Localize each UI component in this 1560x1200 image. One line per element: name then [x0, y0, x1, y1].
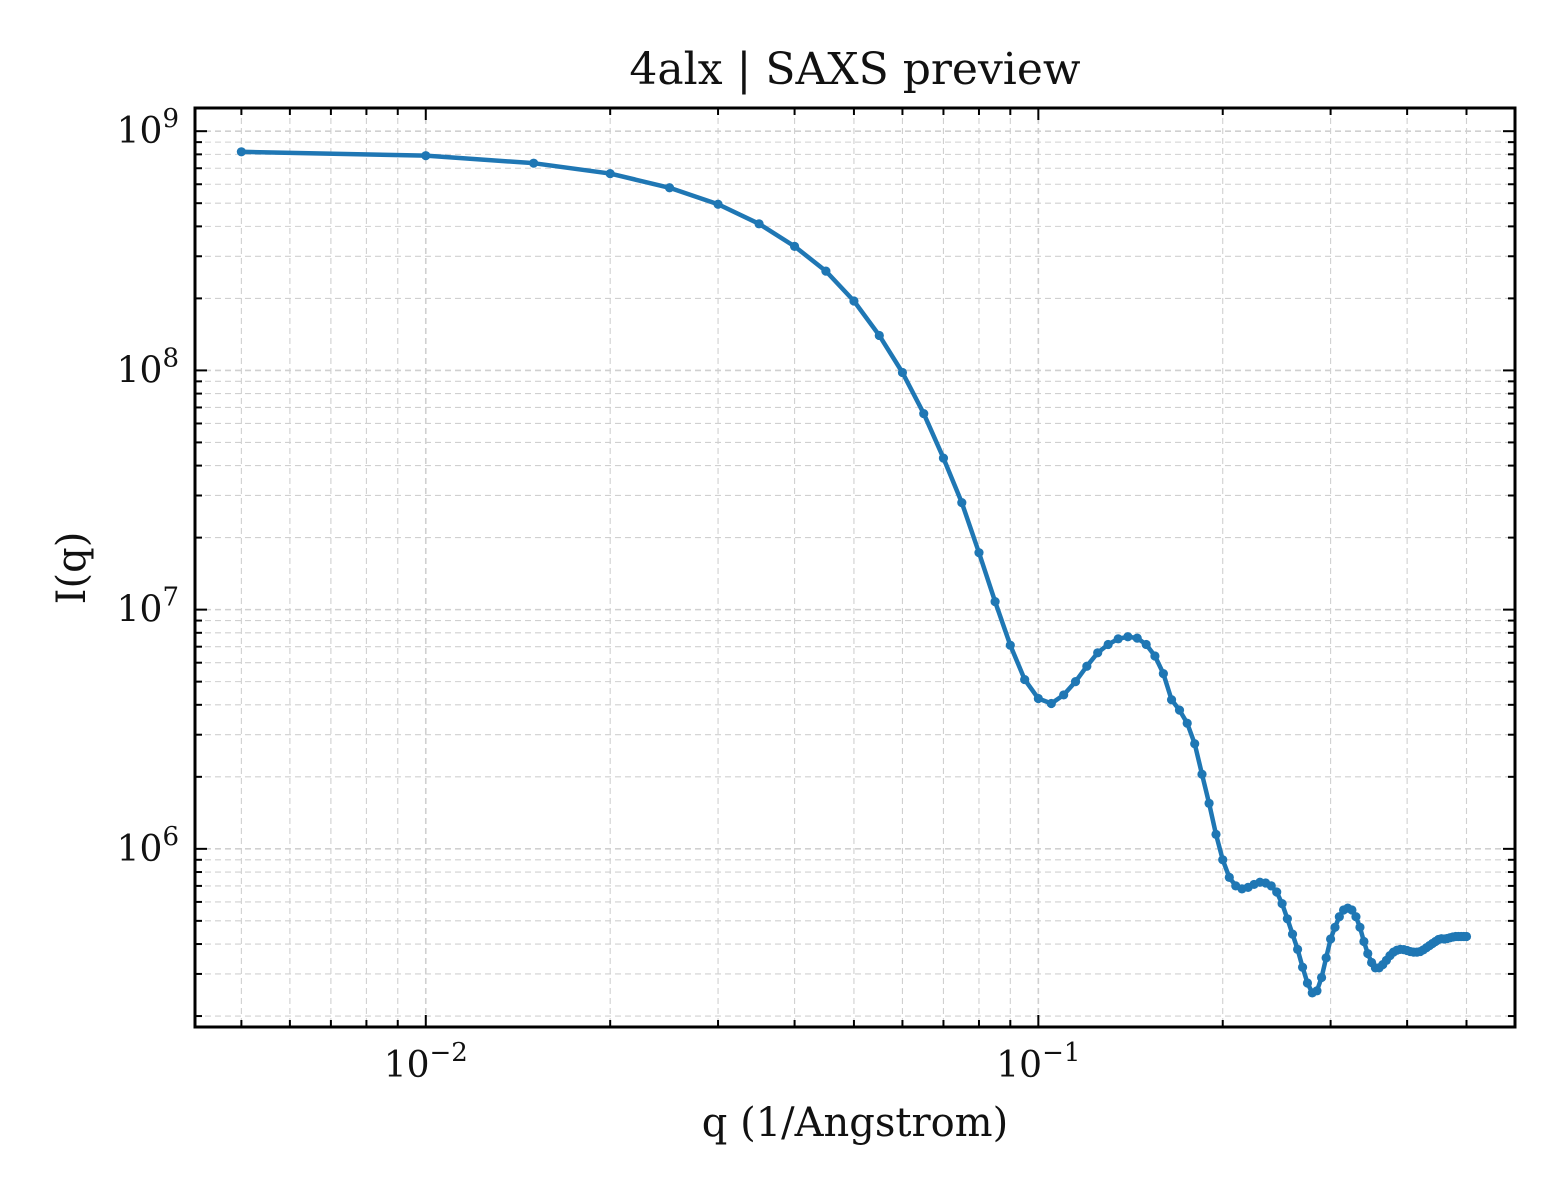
data-point [1326, 934, 1336, 944]
y-tick-label-exponent: 6 [162, 822, 179, 852]
y-tick-label-base: 10 [117, 590, 163, 631]
data-point [821, 266, 831, 276]
data-point [1224, 872, 1234, 882]
data-point [1093, 648, 1103, 658]
data-point [897, 367, 908, 378]
data-point [1070, 677, 1081, 687]
data-point [1355, 922, 1365, 932]
data-point [1277, 899, 1287, 909]
data-point [421, 151, 431, 161]
y-tick-label-exponent: 9 [162, 104, 179, 134]
data-point [1359, 936, 1369, 947]
y-tick-label-base: 10 [117, 829, 163, 870]
axis-ticks [195, 108, 1515, 1027]
data-point [1141, 639, 1151, 650]
y-tick-label-base: 10 [117, 350, 163, 391]
data-point [1204, 798, 1214, 808]
data-point [1461, 931, 1472, 942]
data-point [1150, 651, 1160, 661]
x-tick-label-exponent: −2 [430, 1038, 468, 1068]
data-point [1113, 634, 1123, 644]
data-point [874, 330, 884, 341]
data-point [1046, 698, 1056, 709]
data-point [1174, 705, 1185, 715]
data-point [664, 183, 675, 193]
data-point [919, 408, 929, 419]
grid [195, 108, 1515, 1027]
y-tick-label-base: 10 [117, 111, 163, 152]
data-point [1005, 640, 1015, 650]
y-tick-label-exponent: 8 [162, 343, 179, 373]
data-point [1297, 962, 1308, 972]
data-point [713, 199, 723, 209]
data-point [1266, 881, 1276, 891]
x-axis-label: q (1/Angstrom) [702, 1100, 1008, 1146]
y-tick-label: 108 [117, 343, 179, 391]
data-point [1334, 912, 1344, 922]
data-point [1123, 632, 1133, 642]
y-tick-label: 106 [117, 822, 179, 870]
data-point [1033, 693, 1043, 704]
data-point [957, 498, 967, 508]
data-point [236, 147, 246, 157]
y-tick-label: 107 [117, 583, 179, 631]
chart-title: 4alx | SAXS preview [629, 44, 1080, 95]
data-point [1082, 661, 1092, 671]
data-point [1059, 690, 1069, 700]
data-point [605, 168, 615, 179]
data-point [1287, 929, 1298, 939]
data-point [1363, 948, 1373, 959]
data-point [1293, 944, 1303, 954]
data-point [1347, 905, 1357, 915]
data-point [849, 296, 859, 306]
plot-frame [193, 106, 1517, 1029]
data-point [1103, 639, 1113, 650]
x-tick-label-exponent: −1 [1042, 1038, 1080, 1068]
data-point [754, 219, 764, 229]
y-tick-label: 109 [117, 104, 179, 152]
series [236, 147, 1472, 998]
data-point [1197, 769, 1207, 779]
data-point [1351, 912, 1361, 922]
data-point [938, 453, 949, 463]
data-point [1218, 855, 1228, 865]
data-point [1158, 669, 1168, 679]
data-point [1330, 922, 1340, 932]
data-point [1316, 972, 1327, 983]
data-point [1020, 674, 1030, 685]
x-tick-label: 10−2 [384, 1038, 468, 1086]
data-point [1190, 739, 1200, 749]
x-tick-label: 10−1 [996, 1038, 1080, 1086]
data-point [1272, 887, 1282, 897]
data-point [1321, 953, 1331, 963]
data-point [789, 241, 800, 251]
y-tick-label-exponent: 7 [162, 583, 179, 613]
x-tick-label-base: 10 [996, 1045, 1042, 1086]
data-point [1166, 695, 1177, 705]
y-axis-label: I(q) [49, 532, 95, 605]
data-point [990, 597, 1000, 607]
x-tick-label-base: 10 [384, 1045, 430, 1086]
data-point [1302, 978, 1313, 988]
data-point [1211, 829, 1221, 839]
data-point [1182, 718, 1192, 728]
data-point [529, 158, 539, 168]
data-point [1282, 914, 1292, 924]
data-point [974, 548, 984, 558]
data-point [1312, 986, 1322, 996]
data-point [1132, 633, 1142, 643]
